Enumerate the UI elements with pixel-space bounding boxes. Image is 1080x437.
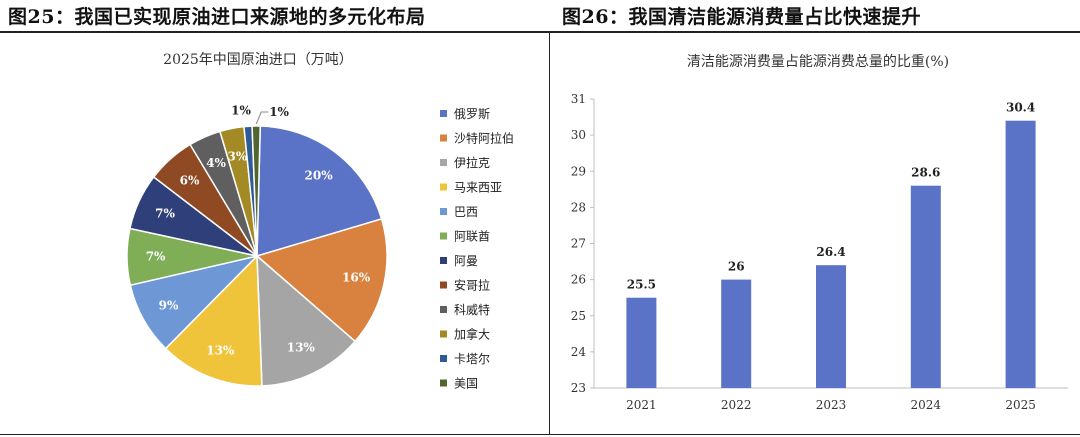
x-tick-label: 2024 [911,398,942,412]
top-rule [0,31,1080,33]
pie-slice-label: 1% [231,103,251,117]
legend-item: 美国 [440,377,478,391]
legend-swatch [440,159,447,166]
pie-slice-label: 4% [206,156,226,170]
y-tick-label: 30 [571,128,586,142]
pie-labels: 20% 16% 13% 13% 9% 7% 7% 6% 4% 3% 1% 1% [146,103,371,357]
legend-swatch [440,379,447,387]
y-tick-label: 28 [571,200,586,214]
pie-chart-title: 2025年中国原油进口（万吨） [163,52,353,68]
pie-slice [255,217,388,343]
bar-value-labels: 25.5 26 26.4 28.6 30.4 [627,101,1035,292]
legend-item: 俄罗斯 [440,107,490,121]
bar [626,297,657,388]
legend-swatch [440,134,447,142]
legend-swatch [440,257,447,264]
y-tick-label: 24 [571,345,587,359]
legend-label: 俄罗斯 [454,107,490,121]
figure-25-caption: 图25：我国已实现原油进口来源地的多元化布局 [8,6,426,28]
legend-swatch [440,355,447,362]
pie-chart: 2025年中国原油进口（万吨） 20% 16% 13% 13% 9% 7% 7% 6% 4% 3%… [126,52,514,391]
pie-slice [256,254,357,387]
legend-swatch [440,183,447,191]
pie-slice [164,254,263,387]
legend-item: 卡塔尔 [440,351,490,366]
legend-label: 科威特 [454,302,490,317]
pie-chart-panel: 2025年中国原油进口（万吨） 20% 16% 13% 13% 9% 7% 7% 6% 4% 3%… [0,33,548,434]
bar [721,279,752,388]
pie-slice-label: 20% [305,169,334,183]
x-axis-ticks: 2021 2022 2023 2024 2025 [626,398,1036,412]
pie-slice-label: 9% [159,298,179,312]
legend-label: 伊拉克 [454,155,490,170]
bar [816,265,846,388]
legend-swatch [440,110,447,117]
y-tick-label: 31 [571,92,586,106]
bar-chart-title: 清洁能源消费量占能源消费总量的比重(%) [687,54,949,70]
legend-item: 科威特 [440,302,490,317]
figure-26-caption: 图26：我国清洁能源消费量占比快速提升 [562,6,921,28]
legend-item: 马来西亚 [440,181,502,195]
legend-item: 阿曼 [440,254,478,268]
pie-slice-label: 3% [228,150,248,164]
legend-label: 阿联酋 [454,229,490,244]
legend-label: 马来西亚 [454,181,502,195]
legend-label: 美国 [454,377,478,391]
bar-value-label: 30.4 [1006,101,1035,115]
pie-slice [251,125,262,257]
legend-swatch [440,330,447,338]
legend-swatch [440,281,447,289]
pie-slice-label: 16% [342,271,371,285]
legend-label: 安哥拉 [454,278,490,293]
pie-slice-label: 7% [146,250,166,264]
pie-slice-label: 6% [180,173,200,187]
legend-item: 阿联酋 [440,229,490,244]
bottom-rule [0,434,1080,435]
legend-item: 沙特阿拉伯 [440,131,514,146]
x-tick-label: 2023 [816,398,847,412]
bars [626,120,1036,388]
y-axis-ticks: 23 24 25 26 27 28 29 30 31 [571,92,594,395]
y-tick-label: 27 [571,237,586,251]
bar-value-label: 25.5 [627,278,656,292]
y-tick-label: 23 [571,381,586,395]
legend-label: 沙特阿拉伯 [454,131,514,146]
pie-slices [126,125,388,387]
pie-leader-line [255,111,269,125]
legend-item: 伊拉克 [440,155,490,170]
pie-slice [256,125,383,258]
legend-item: 安哥拉 [440,278,490,293]
legend-swatch [440,232,447,240]
bar-chart: 清洁能源消费量占能源消费总量的比重(%) 232425262728293031 … [571,54,1068,412]
bar-value-label: 26.4 [816,245,845,259]
y-tick-label: 29 [571,164,586,178]
legend-item: 巴西 [440,205,478,219]
pie-slice-label: 13% [287,341,316,355]
pie-slice-label: 13% [206,344,235,358]
bar-value-label: 28.6 [911,166,940,180]
bar [910,185,941,388]
x-tick-label: 2021 [626,398,657,412]
bar-chart-panel: 清洁能源消费量占能源消费总量的比重(%) 23 24 25 26 27 28 29 30 31 … [549,33,1080,434]
y-tick-label: 26 [571,273,586,287]
legend-label: 加拿大 [454,327,490,342]
legend-swatch [440,208,447,215]
bar-value-label: 26 [728,260,745,274]
pie-slice-label: 1% [269,105,289,119]
legend-swatch [440,306,447,313]
bar [1005,120,1036,388]
x-tick-label: 2022 [721,398,752,412]
pie-slice-label: 7% [155,206,175,220]
legend-label: 阿曼 [454,254,478,268]
legend-label: 卡塔尔 [454,351,490,366]
legend-item: 加拿大 [440,327,490,342]
legend-label: 巴西 [454,205,478,219]
x-tick-label: 2025 [1005,398,1036,412]
y-tick-label: 25 [571,309,586,323]
